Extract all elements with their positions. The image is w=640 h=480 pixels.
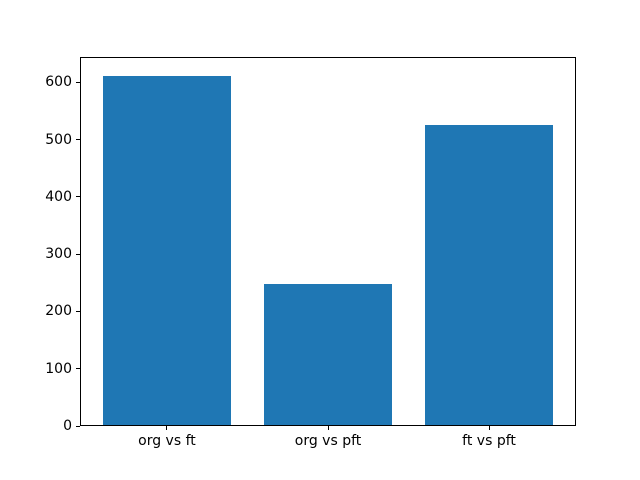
y-tick-label: 200	[45, 303, 72, 320]
y-tick-mark	[76, 196, 80, 198]
y-tick-mark	[76, 139, 80, 140]
bar-org-vs-pft	[263, 283, 393, 425]
y-tick-label: 100	[45, 360, 72, 377]
y-tick-label: 500	[45, 131, 72, 148]
x-tick-mark	[166, 426, 168, 430]
bar-org-vs-ft	[102, 75, 232, 425]
y-tick-mark	[76, 310, 80, 312]
x-tick-mark	[488, 426, 490, 430]
y-tick-label: 600	[45, 74, 72, 91]
x-tick-label-org-vs-pft: org vs pft	[294, 433, 362, 449]
x-tick-mark	[327, 426, 329, 430]
y-tick-mark	[76, 368, 80, 370]
bar-ft-vs-pft	[424, 124, 554, 425]
x-tick-label-ft-vs-pft: ft vs pft	[462, 433, 516, 449]
y-tick-mark	[76, 81, 80, 83]
y-tick-label: 300	[45, 246, 72, 263]
y-tick-label: 0	[63, 418, 72, 434]
y-tick-mark	[76, 253, 80, 255]
x-tick-label-org-vs-ft: org vs ft	[138, 433, 196, 449]
y-tick-label: 400	[45, 188, 72, 205]
plot-area	[80, 57, 576, 426]
y-tick-mark	[76, 425, 80, 427]
